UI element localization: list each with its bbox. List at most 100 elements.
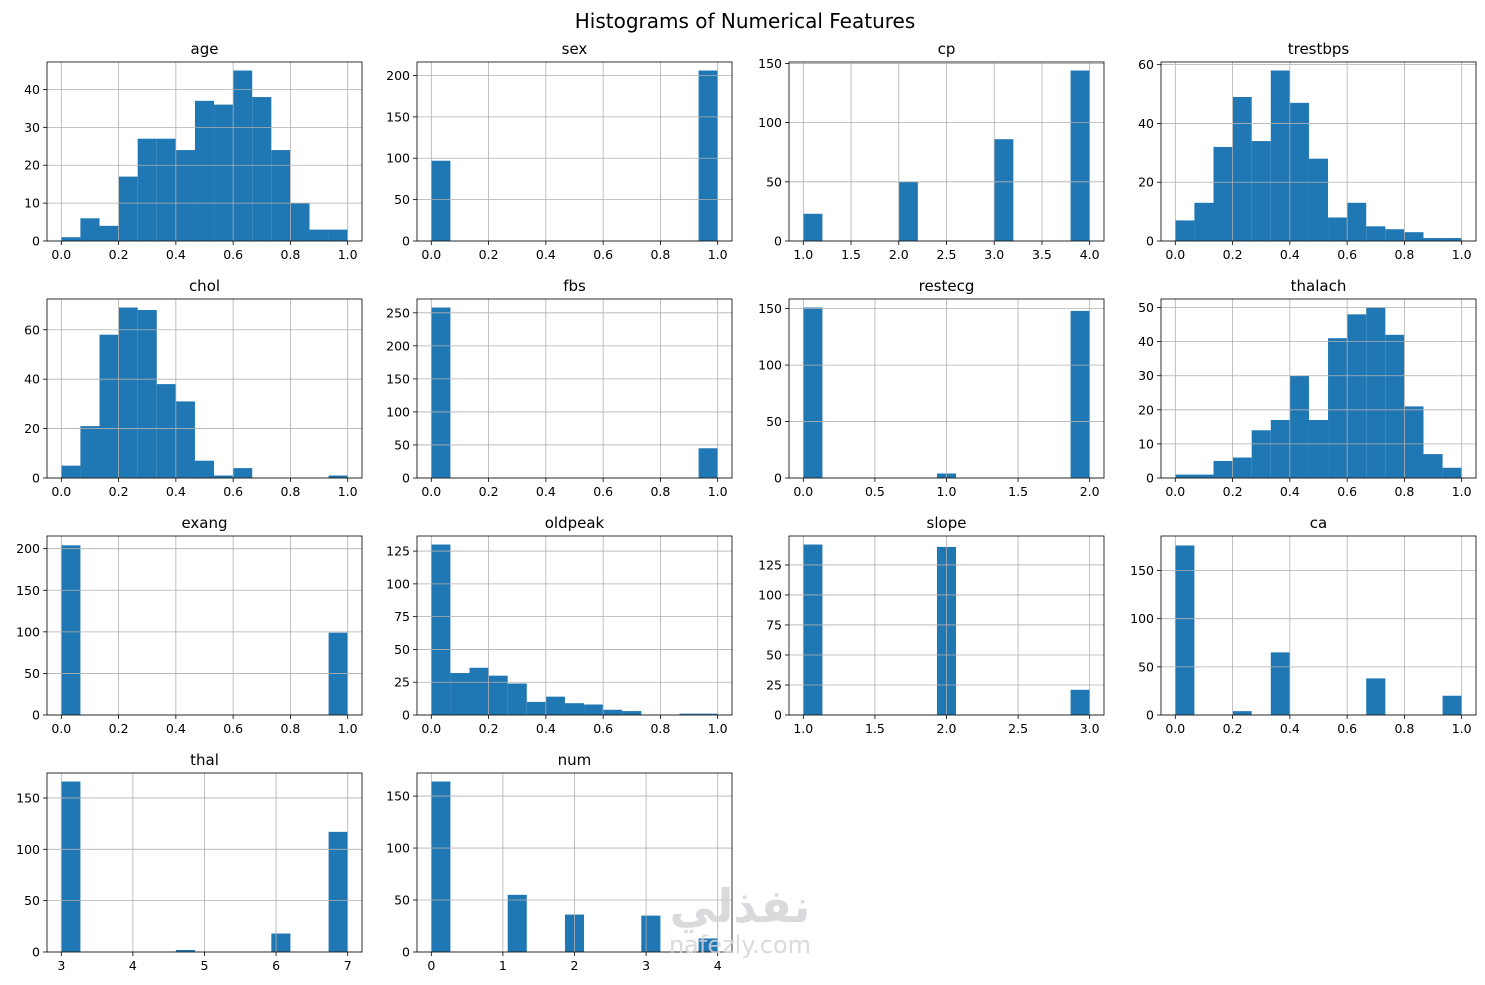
x-tick-label: 0.4 — [536, 721, 556, 736]
y-tick-label: 50 — [24, 666, 40, 681]
subplot-title: fbs — [563, 277, 586, 295]
histogram-bar — [214, 475, 234, 478]
y-tick-label: 75 — [394, 609, 410, 624]
axes-frame — [46, 61, 363, 242]
histogram-bar — [1270, 652, 1290, 715]
subplot-title: exang — [181, 514, 227, 532]
histogram-bar — [328, 831, 348, 952]
x-tick-label: 0.2 — [479, 247, 499, 262]
y-tick-label: 200 — [386, 338, 410, 353]
histogram-bar — [898, 181, 918, 241]
histogram-bar — [1270, 420, 1290, 478]
x-tick-label: 0.4 — [536, 484, 556, 499]
subplot-title: ca — [1310, 514, 1327, 532]
x-tick-label: 1.5 — [1008, 484, 1028, 499]
y-tick-label: 50 — [766, 414, 782, 429]
x-tick-label: 3.0 — [984, 247, 1004, 262]
axes-frame — [416, 61, 733, 242]
histogram-bar — [80, 426, 100, 478]
x-tick-label: 0.2 — [109, 484, 129, 499]
y-tick-label: 125 — [758, 557, 782, 572]
x-tick-label: 0.4 — [166, 721, 186, 736]
x-tick-label: 0.2 — [479, 484, 499, 499]
histogram-bar — [1175, 220, 1195, 241]
y-tick-label: 50 — [394, 893, 410, 908]
y-tick-label: 50 — [1138, 300, 1154, 315]
x-tick-label: 0.6 — [1337, 484, 1357, 499]
y-tick-label: 10 — [1138, 436, 1154, 451]
y-tick-label: 0 — [402, 945, 410, 960]
subplot-title: sex — [562, 40, 588, 58]
x-tick-label: 0.0 — [1165, 247, 1185, 262]
x-tick-label: 0.2 — [109, 721, 129, 736]
watermark-arabic: نفذلي — [669, 879, 811, 933]
axes-frame — [46, 535, 363, 716]
histogram-bar — [99, 225, 119, 241]
subplot-title: restecg — [919, 277, 975, 295]
x-tick-label: 0.8 — [1394, 484, 1414, 499]
x-tick-label: 1.0 — [793, 247, 813, 262]
y-tick-label: 100 — [758, 115, 782, 130]
subplot-title: age — [191, 40, 219, 58]
axes-frame — [1160, 535, 1477, 716]
y-tick-label: 0 — [774, 471, 782, 486]
x-tick-label: 1.5 — [841, 247, 861, 262]
x-tick-label: 0.2 — [1223, 247, 1243, 262]
subplot-sex: sex 0.0 0.2 0.4 0.6 0.8 1.0 0 50 100 150 200 — [386, 40, 733, 262]
y-tick-label: 50 — [766, 174, 782, 189]
y-tick-label: 0 — [402, 234, 410, 249]
y-tick-label: 30 — [1138, 368, 1154, 383]
x-tick-label: 0.0 — [51, 721, 71, 736]
y-tick-label: 50 — [394, 437, 410, 452]
x-tick-label: 0.6 — [593, 721, 613, 736]
histogram-bar — [507, 683, 527, 715]
y-tick-label: 0 — [774, 708, 782, 723]
y-tick-label: 200 — [16, 541, 40, 556]
y-tick-label: 20 — [24, 158, 40, 173]
histogram-bar — [622, 711, 642, 715]
x-tick-label: 2.0 — [889, 247, 909, 262]
histogram-bar — [1289, 375, 1309, 478]
y-tick-label: 150 — [386, 371, 410, 386]
histogram-bar — [698, 70, 718, 242]
x-tick-label: 4 — [714, 958, 722, 973]
histogram-bar — [1213, 460, 1233, 478]
subplot-title: oldpeak — [545, 514, 605, 532]
histogram-bar — [309, 229, 329, 241]
histogram-bar — [507, 894, 527, 952]
axes-frame — [1160, 298, 1477, 479]
histogram-bar — [175, 401, 195, 478]
histogram-bar — [80, 218, 100, 241]
histogram-bar — [1366, 226, 1386, 241]
subplot-thal: thal 3 4 5 6 7 0 50 100 150 — [16, 751, 363, 973]
histogram-bar — [431, 544, 451, 715]
y-tick-label: 200 — [386, 68, 410, 83]
histogram-bar — [175, 150, 195, 241]
y-tick-label: 75 — [766, 617, 782, 632]
histogram-bar — [1442, 238, 1462, 241]
histogram-bar — [1270, 70, 1290, 242]
x-tick-label: 1.0 — [338, 484, 358, 499]
x-tick-label: 0.8 — [280, 721, 300, 736]
watermark-latin: nafezly.com — [668, 931, 812, 959]
x-tick-label: 3.0 — [1080, 721, 1100, 736]
x-tick-label: 1.0 — [708, 247, 728, 262]
y-tick-label: 100 — [386, 576, 410, 591]
x-tick-label: 0.8 — [650, 484, 670, 499]
x-tick-label: 1.0 — [338, 721, 358, 736]
histogram-bar — [1175, 474, 1195, 478]
histogram-bar — [1251, 430, 1271, 478]
x-tick-label: 0.0 — [421, 484, 441, 499]
y-tick-label: 40 — [1138, 334, 1154, 349]
subplot-title: cp — [938, 40, 956, 58]
y-tick-label: 40 — [1138, 116, 1154, 131]
x-tick-label: 0.6 — [223, 484, 243, 499]
x-tick-label: 2.5 — [937, 247, 957, 262]
x-tick-label: 0.8 — [1394, 247, 1414, 262]
figure-title: Histograms of Numerical Features — [575, 9, 916, 33]
y-tick-label: 50 — [1138, 659, 1154, 674]
subplot-age: age 0.0 0.2 0.4 0.6 0.8 1.0 0 10 20 30 40 — [24, 40, 363, 262]
y-tick-label: 0 — [1146, 708, 1154, 723]
histogram-bar — [545, 696, 565, 715]
histogram-bar — [1070, 689, 1090, 715]
